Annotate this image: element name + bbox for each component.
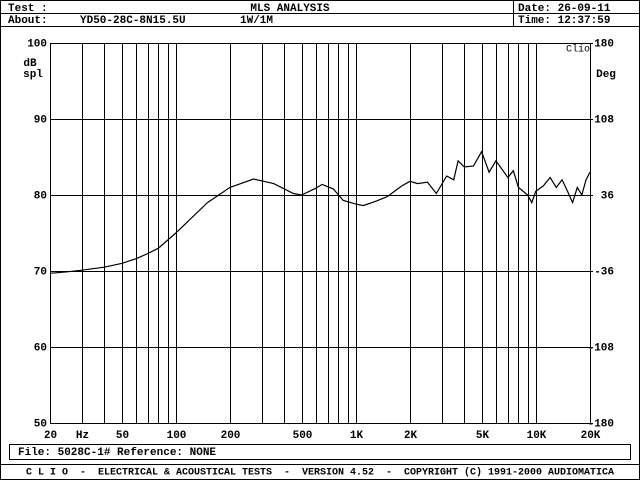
time: Time: 12:37:59 (518, 15, 610, 27)
file-info: File: 5028C-1# Reference: NONE (18, 447, 216, 459)
x-tick-label: 20 (44, 430, 57, 442)
y-label: dB (23, 58, 37, 70)
y2-tick-label: 36 (601, 190, 614, 202)
plot: 20 Hz 50 100 200 500 1K 2K 5K 10K 20K 100 90 80 70 60 50… (23, 38, 616, 442)
x-tick-label: 200 (221, 430, 241, 442)
x-tick-label: 20K (581, 430, 601, 442)
file-box (9, 444, 631, 460)
x-tick-label: 500 (293, 430, 313, 442)
y-label: spl (23, 69, 43, 81)
y-tick-label: 100 (27, 38, 47, 50)
credits: C L I O - ELECTRICAL & ACOUSTICAL TESTS … (26, 467, 614, 479)
date: Date: 26-09-11 (518, 3, 611, 15)
x-tick-label: 2K (404, 430, 418, 442)
y-tick-label: 70 (34, 266, 47, 278)
response-curve (49, 150, 591, 274)
y-tick-label: 60 (34, 342, 47, 354)
x-tick-label: 10K (527, 430, 547, 442)
about: YD50-28C-8N15.5U (80, 15, 186, 27)
level: 1W/1M (240, 15, 273, 27)
y2-tick-label: -36 (594, 266, 614, 278)
x-tick-label: 100 (167, 430, 187, 442)
test-label: Test : (8, 3, 48, 15)
y-tick-label: 80 (34, 190, 47, 202)
y-tick-label: 90 (34, 114, 47, 126)
x-tick-label: Hz (76, 430, 89, 442)
y2-tick-label: 180 (594, 38, 614, 50)
y2-tick-label: -108 (588, 342, 615, 354)
plot-frame (50, 43, 591, 424)
about-label: About: (8, 15, 48, 27)
y2-tick-label: 108 (594, 114, 614, 126)
corner-label: Clio (566, 44, 590, 56)
y2-tick-label: -180 (588, 418, 614, 430)
x-tick-label: 5K (476, 430, 490, 442)
x-tick-label: 50 (116, 430, 129, 442)
title: MLS ANALYSIS (250, 3, 330, 15)
y2-label: Deg (596, 69, 616, 81)
y-tick-label: 50 (34, 418, 47, 430)
x-tick-label: 1K (350, 430, 364, 442)
